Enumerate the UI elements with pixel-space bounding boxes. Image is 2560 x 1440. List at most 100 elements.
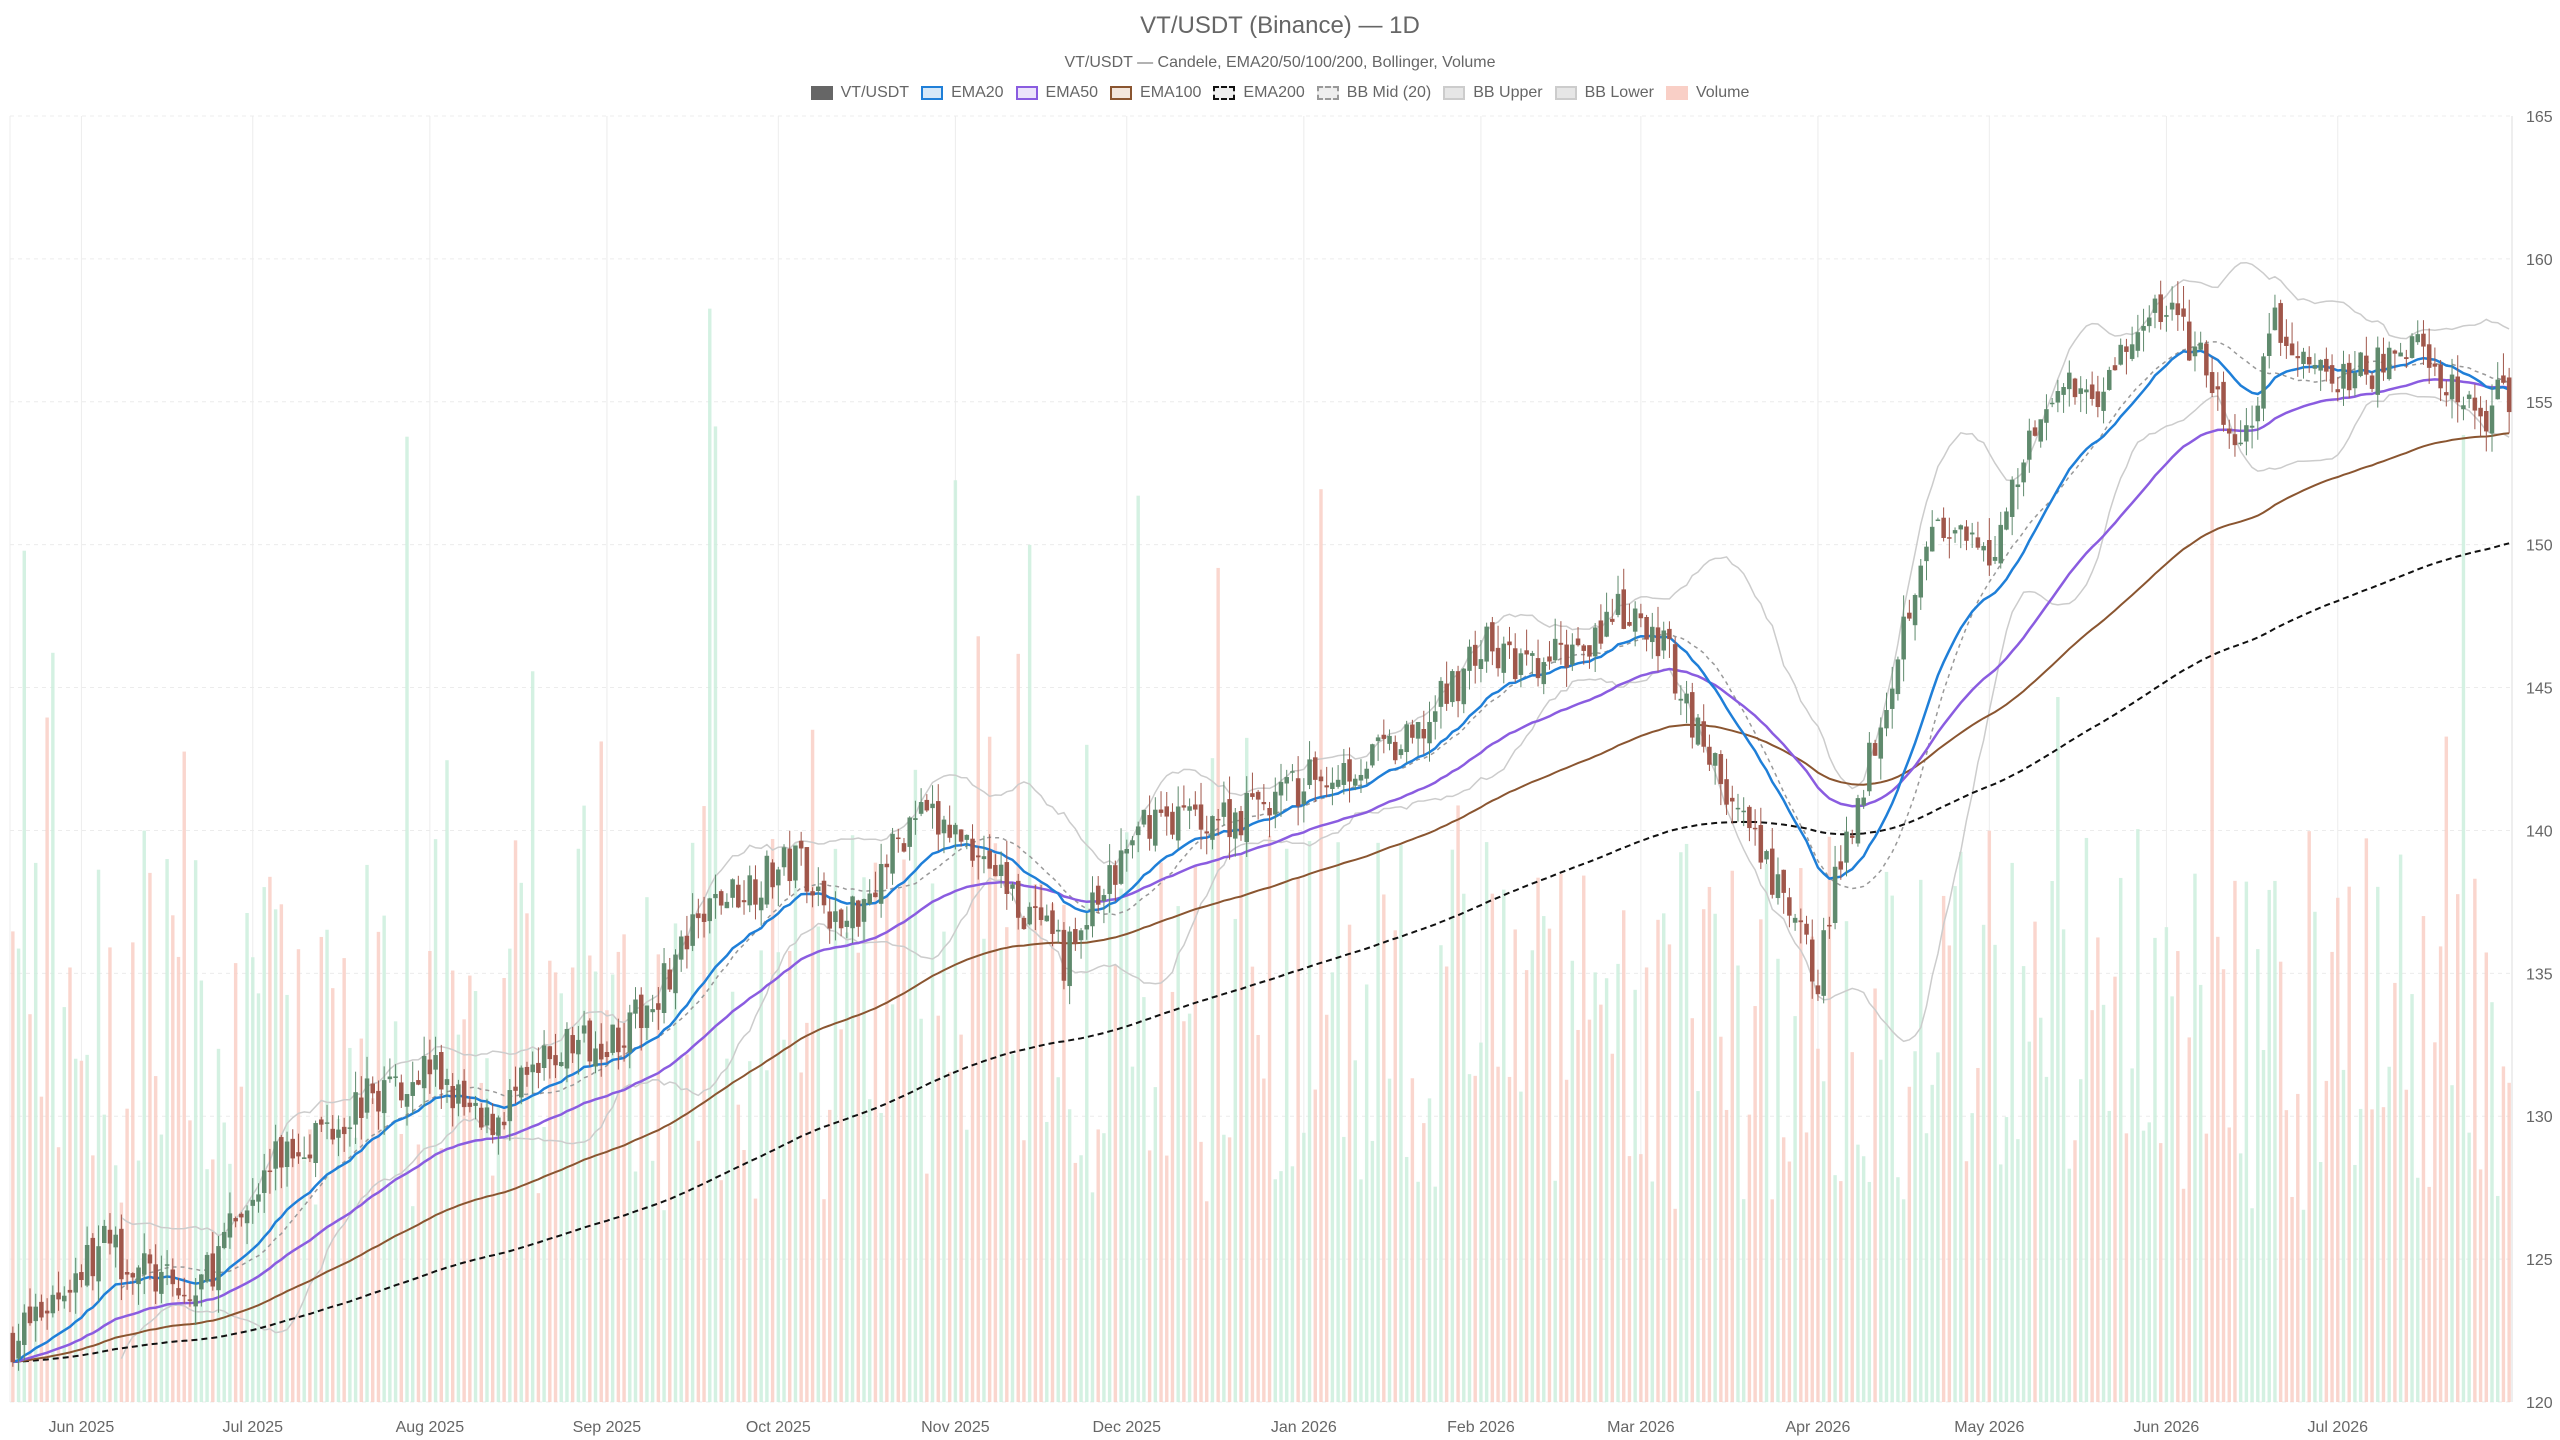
volume-bar xyxy=(2050,881,2054,1402)
candle-body xyxy=(1215,818,1221,821)
volume-bar xyxy=(1347,924,1352,1402)
candle-body xyxy=(490,1113,495,1136)
candle-body xyxy=(964,834,970,840)
volume-bar xyxy=(1050,903,1055,1402)
candle-body xyxy=(2078,388,2083,394)
candle-body xyxy=(1695,717,1701,745)
volume-bar xyxy=(1444,966,1449,1402)
candle-body xyxy=(644,1005,650,1028)
volume-bar xyxy=(16,948,21,1402)
volume-bar xyxy=(1924,1133,1929,1402)
candle-body xyxy=(1010,884,1015,889)
candle-body xyxy=(450,1086,455,1109)
candle-body xyxy=(1204,831,1209,834)
volume-bar xyxy=(1599,1004,1603,1402)
candle-body xyxy=(1244,793,1249,843)
volume-bar xyxy=(2324,1080,2329,1402)
candle-body xyxy=(1055,929,1061,932)
candle-body xyxy=(2381,353,2386,373)
volume-bar xyxy=(673,923,678,1402)
candle-body xyxy=(2009,479,2015,517)
candle-body xyxy=(833,911,838,922)
volume-bar xyxy=(805,1022,809,1402)
candle-body xyxy=(1655,627,1661,657)
candle-body xyxy=(981,856,987,860)
candle-body xyxy=(1724,779,1729,805)
volume-bar xyxy=(2113,976,2117,1402)
volume-bar xyxy=(2347,886,2351,1402)
volume-bar xyxy=(616,951,621,1402)
legend-item-0[interactable]: VT/USDT xyxy=(810,84,909,102)
volume-bar xyxy=(1947,945,1952,1402)
candle-body xyxy=(2129,344,2135,359)
candle-body xyxy=(1547,656,1552,662)
candle-body xyxy=(67,1289,73,1293)
legend-item-6[interactable]: BB Upper xyxy=(1443,84,1543,102)
legend-item-7[interactable]: BB Lower xyxy=(1554,84,1654,102)
x-tick-12: Jun 2026 xyxy=(2133,1419,2199,1436)
volume-bar xyxy=(810,729,815,1402)
volume-bar xyxy=(1187,1013,1192,1402)
candle-body xyxy=(656,1003,661,1010)
volume-bar xyxy=(947,1071,952,1402)
candle-body xyxy=(2301,351,2306,365)
volume-bar xyxy=(233,963,238,1402)
legend-item-2[interactable]: EMA50 xyxy=(1015,84,1098,102)
volume-bar xyxy=(2438,946,2443,1402)
candle-body xyxy=(2187,321,2192,361)
volume-bar xyxy=(982,938,986,1402)
candle-body xyxy=(84,1244,90,1286)
legend-item-1[interactable]: EMA20 xyxy=(921,84,1004,102)
volume-bar xyxy=(856,952,860,1402)
legend-item-3[interactable]: EMA100 xyxy=(1110,84,1201,102)
volume-bar xyxy=(1462,893,1466,1402)
volume-bar xyxy=(462,1019,466,1402)
volume-bar xyxy=(1250,966,1255,1402)
volume-bar xyxy=(708,308,712,1403)
candle-body xyxy=(353,1092,358,1125)
candle-body xyxy=(56,1292,61,1300)
volume-bar xyxy=(1839,1181,1843,1402)
volume-bar xyxy=(1673,1208,1677,1402)
volume-bar xyxy=(416,1144,421,1402)
candle-body xyxy=(1375,737,1381,742)
legend-swatch-1 xyxy=(921,86,944,100)
legend-item-8[interactable]: Volume xyxy=(1665,84,1749,102)
volume-bar xyxy=(2170,996,2174,1402)
candle-body xyxy=(810,891,815,896)
candle-body xyxy=(1353,778,1358,786)
volume-bar xyxy=(576,848,581,1402)
volume-bar xyxy=(1262,1078,1266,1402)
volume-bar xyxy=(1205,1201,1209,1402)
volume-bar xyxy=(496,1105,501,1402)
candle-body xyxy=(878,863,884,904)
volume-bar xyxy=(1753,1006,1757,1402)
candle-body xyxy=(1415,722,1421,739)
candle-body xyxy=(39,1301,44,1318)
x-tick-1: Jul 2025 xyxy=(223,1419,284,1436)
volume-bar xyxy=(1901,1199,1906,1402)
volume-bar xyxy=(165,859,169,1402)
volume-bar xyxy=(1456,805,1460,1402)
volume-bar xyxy=(782,1039,786,1402)
candle-body xyxy=(1147,815,1152,839)
volume-bar xyxy=(353,1137,358,1402)
volume-bar xyxy=(2473,878,2477,1402)
volume-bar xyxy=(1279,1171,1283,1402)
candle-body xyxy=(1067,931,1072,987)
volume-bar xyxy=(2153,937,2157,1402)
volume-bar xyxy=(216,1048,221,1402)
candle-body xyxy=(1861,797,1866,806)
candle-body xyxy=(1027,906,1032,925)
candle-body xyxy=(1627,622,1632,626)
candle-body xyxy=(947,824,952,838)
volume-bar xyxy=(1376,842,1380,1402)
volume-bar xyxy=(2301,1209,2306,1402)
volume-bar xyxy=(1667,944,1672,1402)
candle-body xyxy=(1467,646,1472,671)
legend-item-4[interactable]: EMA200 xyxy=(1213,84,1305,102)
legend-item-5[interactable]: BB Mid (20) xyxy=(1316,84,1431,102)
candle-body xyxy=(467,1102,473,1107)
candle-body xyxy=(187,1299,193,1301)
